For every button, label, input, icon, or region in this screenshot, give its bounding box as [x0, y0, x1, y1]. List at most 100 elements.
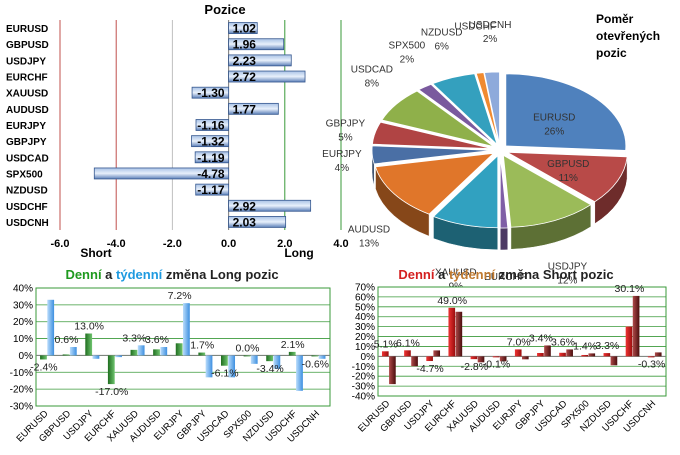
long-axis-label: Long — [284, 246, 313, 260]
weekly-bar — [455, 311, 463, 357]
data-label: -17.0% — [95, 386, 128, 398]
pie-slice-name: USDCNH — [469, 20, 512, 31]
daily-bar — [311, 355, 319, 357]
title-part: a — [102, 267, 116, 282]
positions-category-labels: EURUSD GBPUSD USDJPY EURCHF XAUUSD AUDUSD EURJ… — [6, 24, 49, 229]
short-change-plot: -40%-30%-20%-10%0%10%20%30%40%50%60%70% 5… — [352, 283, 667, 435]
weekly-bar — [205, 355, 213, 378]
short-change-title: Denní a týdenní změna Short pozic — [398, 267, 613, 282]
weekly-bar — [499, 356, 507, 362]
weekly-bar — [92, 355, 100, 359]
daily-bar — [559, 352, 566, 357]
pie-slice-percent: 2% — [483, 34, 498, 45]
daily-bar — [266, 355, 274, 362]
weekly-bar — [522, 356, 529, 360]
positions-title: Pozice — [204, 2, 245, 17]
title-part: a — [434, 267, 448, 282]
pie-slice-percent: 4% — [335, 163, 350, 174]
pie-slice-percent: 6% — [434, 42, 449, 53]
position-bar — [228, 22, 258, 34]
data-label: 7.2% — [168, 290, 192, 302]
value-label: 1.96 — [233, 38, 257, 52]
position-bar — [228, 216, 287, 228]
weekly-bar — [250, 355, 258, 364]
pie-slice-name: GBPJPY — [326, 118, 366, 129]
value-label: -1.30 — [197, 86, 225, 100]
pie-slice-percent: 8% — [365, 79, 380, 90]
category-label: EURJPY — [6, 121, 46, 132]
data-label: 0.6% — [55, 334, 79, 346]
value-label: -1.16 — [197, 119, 225, 133]
position-bar — [195, 119, 229, 131]
title-part: změna Short pozic — [495, 267, 613, 282]
weekly-bar — [183, 303, 190, 356]
data-label: -2.8% — [461, 361, 488, 373]
plot-frame — [377, 286, 667, 397]
data-label: 49.0% — [437, 295, 467, 307]
value-label: 1.02 — [233, 22, 257, 36]
value-label: 1.77 — [233, 102, 257, 116]
y-tick-label: -30% — [352, 382, 375, 393]
category-label: SPX500 — [6, 169, 43, 180]
daily-bar — [470, 356, 478, 360]
weekly-bar — [632, 295, 640, 357]
category-label: GBPUSD — [6, 40, 49, 51]
title-part: změna Long pozic — [162, 267, 278, 282]
pie-slice — [499, 155, 509, 229]
category-label: USDCHF — [6, 202, 48, 213]
long-change-title: Denní a týdenní změna Long pozic — [65, 267, 278, 282]
pie-slice — [418, 83, 496, 146]
data-label: 3.6% — [551, 336, 575, 348]
y-tick-label: 70% — [355, 283, 375, 294]
value-label: -1.17 — [197, 183, 225, 197]
category-label: NZDUSD — [6, 186, 48, 197]
weekly-bar — [389, 356, 396, 385]
pie-title: Poměr otevřených pozic — [596, 12, 660, 60]
value-label: -1.19 — [197, 151, 225, 165]
title-part: Denní — [398, 267, 435, 282]
pie-slice-name: NZDUSD — [421, 28, 463, 39]
positions-bars: 1.02 1.96 2.23 2.72 -1.30 1.77 -1.16 -1.32 -1.19… — [93, 22, 312, 229]
x-tick-label: -4.0 — [107, 238, 126, 250]
position-bar — [228, 70, 306, 83]
daily-bar — [581, 354, 589, 357]
daily-bar — [404, 350, 411, 357]
daily-bar — [85, 333, 93, 356]
pie-slice-name: USDCHF — [454, 21, 496, 32]
y-tick-label: 60% — [355, 292, 375, 303]
daily-bar — [647, 356, 655, 358]
pie-slice-name: AUDUSD — [348, 225, 390, 236]
weekly-bar — [228, 355, 236, 378]
value-label: 2.23 — [233, 54, 257, 68]
pie-slice — [483, 71, 500, 145]
daily-bar — [243, 355, 251, 357]
y-tick-label: 10% — [355, 342, 375, 353]
pie-slice-name: EURCHF — [484, 272, 526, 283]
daily-bar — [220, 355, 228, 366]
pie-slice — [381, 90, 494, 147]
weekly-bar — [115, 355, 122, 358]
weekly-bar — [137, 345, 145, 356]
data-label: -3.4% — [256, 363, 283, 375]
data-label: 7.0% — [507, 336, 531, 348]
data-label: 1.7% — [190, 340, 214, 352]
daily-bar — [175, 343, 183, 356]
category-label: USDCNH — [6, 218, 49, 229]
data-label: -0.6% — [302, 358, 329, 370]
value-label: -1.32 — [197, 135, 225, 149]
long-change-chart: Denní a týdenní změna Long pozic -30% -20… — [10, 267, 331, 445]
data-label: 5.1% — [374, 338, 398, 350]
pie-slice-percent: 26% — [544, 126, 564, 137]
position-bar — [228, 54, 292, 67]
weekly-bar — [273, 355, 281, 369]
daily-bar — [198, 352, 206, 356]
data-label: 6.1% — [396, 337, 420, 349]
pie-slice-percent: 2% — [400, 55, 415, 66]
y-tick-label: 20% — [355, 332, 375, 343]
pie-slice — [432, 73, 498, 146]
data-label: -2.4% — [30, 361, 57, 373]
weekly-bar — [610, 356, 618, 366]
data-label: -0.1% — [483, 358, 510, 370]
